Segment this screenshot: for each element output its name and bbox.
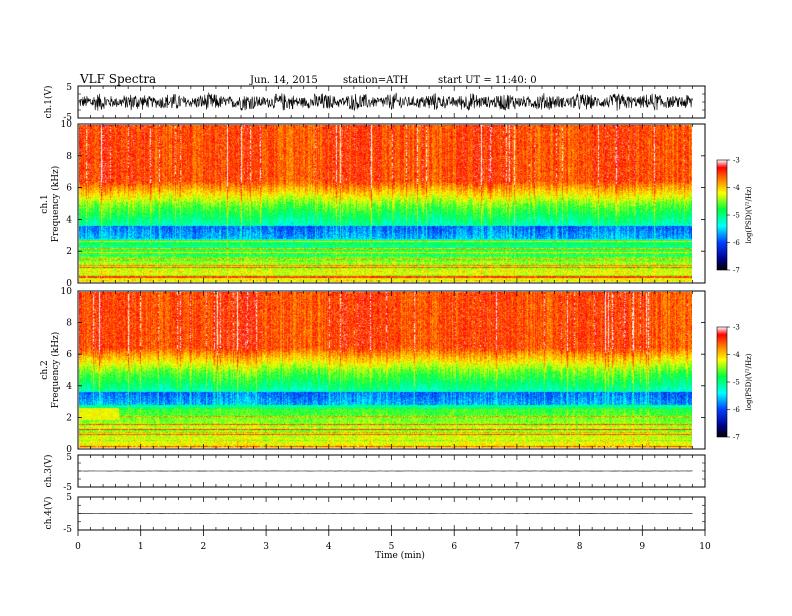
colorbar-tick-label: -6 (733, 239, 740, 247)
ch4-ytick-top: 5 (66, 493, 72, 503)
colorbar-tick-label: -7 (733, 434, 740, 442)
colorbar-tick-label: -4 (733, 351, 740, 359)
colorbar-tick-label: -6 (733, 406, 740, 414)
x-tick-label: 10 (699, 542, 711, 552)
colorbar-tick-label: -7 (733, 267, 740, 275)
ch3-ytick-bottom: -5 (63, 483, 72, 493)
header-station: station=ATH (343, 75, 409, 86)
ch1-spectrogram-ylabel-frequency: Frequency (kHz) (50, 166, 61, 243)
x-tick-label: 2 (201, 542, 207, 552)
colorbar-tick-label: -3 (733, 324, 740, 332)
freq-tick-label: 6 (66, 184, 72, 194)
colorbar-ch2: -3 -4 -5 -6 -7 log(PSD)(V²/Hz) (717, 324, 753, 442)
colorbar-ch1-gradient (717, 160, 727, 270)
ch1-ytick-top: 5 (66, 83, 72, 93)
figure-title: VLF Spectra (79, 72, 156, 86)
freq-tick-label: 8 (66, 319, 72, 329)
ch1-waveform-trace (79, 93, 693, 111)
header-date: Jun. 14, 2015 (249, 75, 318, 86)
panel-ch3-waveform: 5 -5 ch.3(V) (43, 453, 705, 493)
panel-ch1-waveform: 5 -5 ch.1(V) (43, 83, 705, 123)
x-axis-label: Time (min) (375, 550, 425, 561)
freq-tick-label: 10 (61, 120, 73, 130)
ch1-spectrogram-ylabel-channel: ch.1 (40, 194, 50, 213)
freq-tick-label: 2 (66, 247, 72, 257)
ch1-waveform-ylabel: ch.1(V) (43, 86, 54, 119)
x-tick-label: 3 (263, 542, 269, 552)
x-tick-label: 6 (451, 542, 457, 552)
colorbar-ch2-gradient (717, 327, 727, 437)
colorbar-ch1: -3 -4 -5 -6 -7 log(PSD)(V²/Hz) (717, 157, 753, 275)
x-tick-label: 0 (75, 542, 81, 552)
colorbar-ch1-label: log(PSD)(V²/Hz) (745, 186, 753, 243)
ch4-ytick-bottom: -5 (63, 525, 72, 535)
freq-tick-label: 6 (66, 350, 72, 360)
colorbar-tick-label: -4 (733, 184, 740, 192)
freq-tick-label: 8 (66, 152, 72, 162)
freq-tick-label: 2 (66, 413, 72, 423)
x-tick-label: 9 (639, 542, 645, 552)
ch2-spectrogram-image (79, 292, 692, 448)
freq-tick-label: 4 (66, 215, 72, 225)
ch3-waveform-ylabel: ch.3(V) (43, 455, 54, 488)
x-tick-label: 1 (138, 542, 144, 552)
colorbar-tick-label: -3 (733, 157, 740, 165)
ch2-spectrogram-ylabel-frequency: Frequency (kHz) (50, 332, 61, 409)
panel-ch4-waveform: 5 -5 ch.4(V) (43, 493, 705, 535)
freq-tick-label: 4 (66, 382, 72, 392)
colorbar-tick-label: -5 (733, 212, 740, 220)
ch3-ytick-top: 5 (66, 453, 72, 463)
x-tick-label: 8 (577, 542, 583, 552)
ch4-waveform-ylabel: ch.4(V) (43, 497, 54, 530)
x-tick-label: 4 (326, 542, 332, 552)
x-tick-label: 7 (514, 542, 520, 552)
header-start-time: start UT = 11:40: 0 (438, 75, 537, 86)
colorbar-ch2-label: log(PSD)(V²/Hz) (745, 353, 753, 410)
colorbar-tick-label: -5 (733, 379, 740, 387)
ch2-spectrogram-ylabel-channel: ch.2 (40, 360, 50, 379)
ch1-spectrogram-image (79, 125, 692, 282)
freq-tick-label: 10 (61, 287, 73, 297)
